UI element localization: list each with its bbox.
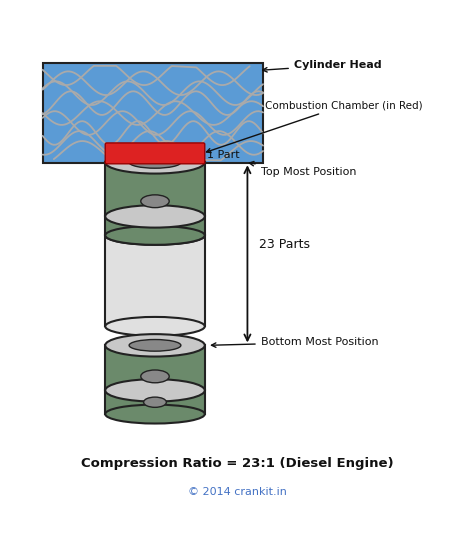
Ellipse shape [129,340,181,351]
Text: Top Most Position: Top Most Position [249,162,356,177]
Text: 23 Parts: 23 Parts [259,238,310,251]
Text: 1 Part: 1 Part [207,150,240,160]
Ellipse shape [105,205,205,227]
Text: © 2014 crankit.in: © 2014 crankit.in [188,487,286,497]
Bar [105,345,205,390]
Ellipse shape [105,405,205,424]
Text: Cylinder Head: Cylinder Head [263,60,382,72]
Ellipse shape [105,334,205,356]
Ellipse shape [105,317,205,336]
Ellipse shape [141,370,169,383]
Text: Compression Ratio = 23:1 (Diesel Engine): Compression Ratio = 23:1 (Diesel Engine) [81,457,393,471]
Ellipse shape [105,226,205,245]
Ellipse shape [144,397,166,407]
Bar [105,236,205,327]
Bar [43,63,263,163]
Ellipse shape [105,379,205,402]
Ellipse shape [105,151,205,174]
FancyBboxPatch shape [105,143,205,164]
Bar [105,390,205,414]
Text: Bottom Most Position: Bottom Most Position [211,337,378,347]
Bar [105,162,205,217]
Text: Combustion Chamber (in Red): Combustion Chamber (in Red) [207,100,423,153]
Ellipse shape [105,226,205,245]
Ellipse shape [129,156,181,168]
Ellipse shape [141,195,169,208]
Bar [105,217,205,236]
